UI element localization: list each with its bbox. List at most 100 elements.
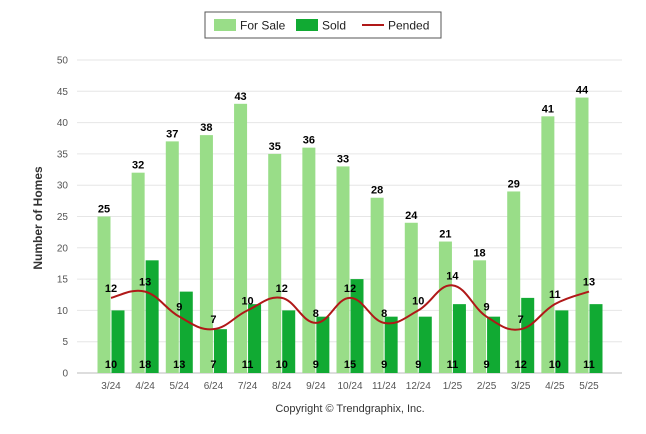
- sold-bar: [418, 316, 432, 373]
- x-tick-label: 8/24: [272, 381, 292, 392]
- legend-label-sold: Sold: [322, 19, 346, 33]
- pended-data-label: 8: [381, 308, 387, 320]
- y-tick-label: 5: [62, 337, 68, 348]
- sold-bar: [248, 304, 262, 373]
- y-tick-label: 50: [57, 56, 69, 67]
- for-sale-bar: [199, 135, 213, 373]
- sold-data-label: 11: [447, 359, 459, 371]
- y-tick-label: 40: [57, 118, 69, 129]
- sold-data-label: 13: [173, 359, 185, 371]
- for-sale-data-label: 18: [473, 247, 485, 259]
- sold-data-label: 7: [210, 359, 216, 371]
- x-tick-label: 5/24: [170, 381, 190, 392]
- y-tick-label: 10: [57, 306, 69, 317]
- pended-data-label: 12: [276, 283, 288, 295]
- for-sale-bar: [438, 241, 452, 373]
- for-sale-bar: [165, 141, 179, 373]
- for-sale-bar: [575, 97, 589, 373]
- sold-data-label: 9: [313, 359, 319, 371]
- pended-data-label: 9: [484, 302, 490, 314]
- for-sale-bar: [268, 153, 282, 373]
- x-tick-label: 9/24: [306, 381, 326, 392]
- sold-data-label: 9: [381, 359, 387, 371]
- sold-bar: [555, 310, 569, 373]
- legend-label-pended: Pended: [388, 19, 429, 33]
- pended-data-label: 13: [139, 277, 151, 289]
- for-sale-data-label: 38: [200, 122, 212, 134]
- sold-data-label: 9: [415, 359, 421, 371]
- sold-data-label: 15: [344, 359, 356, 371]
- sold-bar: [589, 304, 603, 373]
- for-sale-data-label: 32: [132, 160, 144, 172]
- y-tick-label: 20: [57, 243, 69, 254]
- y-tick-label: 45: [57, 87, 69, 98]
- pended-data-label: 11: [549, 289, 561, 301]
- sold-bar: [213, 329, 227, 373]
- sold-bar: [179, 291, 193, 373]
- sold-data-label: 18: [139, 359, 151, 371]
- pended-data-label: 10: [412, 295, 424, 307]
- for-sale-data-label: 35: [269, 141, 281, 153]
- sold-data-label: 11: [242, 359, 254, 371]
- y-tick-label: 35: [57, 149, 69, 160]
- for-sale-data-label: 41: [542, 103, 554, 115]
- legend-swatch-for-sale: [214, 19, 236, 31]
- sold-bar: [316, 316, 330, 373]
- y-tick-label: 30: [57, 181, 69, 192]
- for-sale-bar: [97, 216, 111, 373]
- sold-data-label: 10: [105, 359, 117, 371]
- x-tick-label: 2/25: [477, 381, 497, 392]
- for-sale-bar: [336, 166, 350, 373]
- for-sale-data-label: 25: [98, 204, 110, 216]
- y-tick-label: 25: [57, 212, 69, 223]
- x-tick-label: 5/25: [579, 381, 599, 392]
- for-sale-bar: [473, 260, 487, 373]
- x-tick-label: 3/25: [511, 381, 531, 392]
- y-tick-label: 0: [62, 369, 68, 380]
- y-axis: 0 5 10 15 20 25 30 35 40 45 50: [57, 56, 69, 380]
- legend-swatch-sold: [296, 19, 318, 31]
- legend-label-for-sale: For Sale: [240, 19, 286, 33]
- data-labels: 25 10 32 18 37 13 38 7 43 11 35 10 36 9 33 15 28 9 24 9 21 11…: [98, 85, 595, 371]
- sold-data-label: 11: [583, 359, 595, 371]
- x-tick-label: 11/24: [372, 381, 397, 392]
- for-sale-bar: [370, 197, 384, 373]
- for-sale-bar: [541, 116, 555, 373]
- copyright-text: Copyright © Trendgraphix, Inc.: [275, 403, 424, 415]
- sold-bar: [452, 304, 466, 373]
- x-tick-label: 4/24: [135, 381, 155, 392]
- legend-box: [204, 11, 442, 39]
- x-tick-label: 7/24: [238, 381, 258, 392]
- pended-data-label: 10: [241, 295, 253, 307]
- sold-data-label: 10: [276, 359, 288, 371]
- for-sale-bar: [404, 222, 418, 373]
- pended-data-label: 13: [583, 277, 595, 289]
- for-sale-data-label: 36: [303, 135, 315, 147]
- for-sale-bar: [131, 172, 145, 373]
- x-tick-label: 3/24: [101, 381, 121, 392]
- pended-line: [110, 284, 590, 331]
- x-axis: 3/24 4/24 5/24 6/24 7/24 8/24 9/24 10/24 11/24 12…: [101, 381, 599, 392]
- pended-data-label: 12: [344, 283, 356, 295]
- sold-bar: [111, 310, 125, 373]
- for-sale-data-label: 37: [166, 128, 178, 140]
- sold-bar: [282, 310, 296, 373]
- for-sale-bar: [234, 103, 248, 373]
- pended-data-label: 9: [176, 302, 182, 314]
- for-sale-data-label: 28: [371, 185, 383, 197]
- sold-bar: [145, 260, 159, 373]
- sold-data-label: 10: [549, 359, 561, 371]
- for-sale-data-label: 29: [508, 178, 520, 190]
- legend: For Sale Sold Pended: [204, 11, 442, 39]
- sold-bar: [487, 316, 501, 373]
- sold-bar: [521, 297, 535, 373]
- pended-data-label: 14: [446, 270, 459, 282]
- x-tick-label: 12/24: [406, 381, 431, 392]
- y-axis-label: Number of Homes: [31, 166, 45, 270]
- pended-data-label: 8: [313, 308, 319, 320]
- pended-data-label: 7: [210, 314, 216, 326]
- sold-data-label: 12: [515, 359, 527, 371]
- x-tick-label: 10/24: [337, 381, 362, 392]
- pended-data-label: 12: [105, 283, 117, 295]
